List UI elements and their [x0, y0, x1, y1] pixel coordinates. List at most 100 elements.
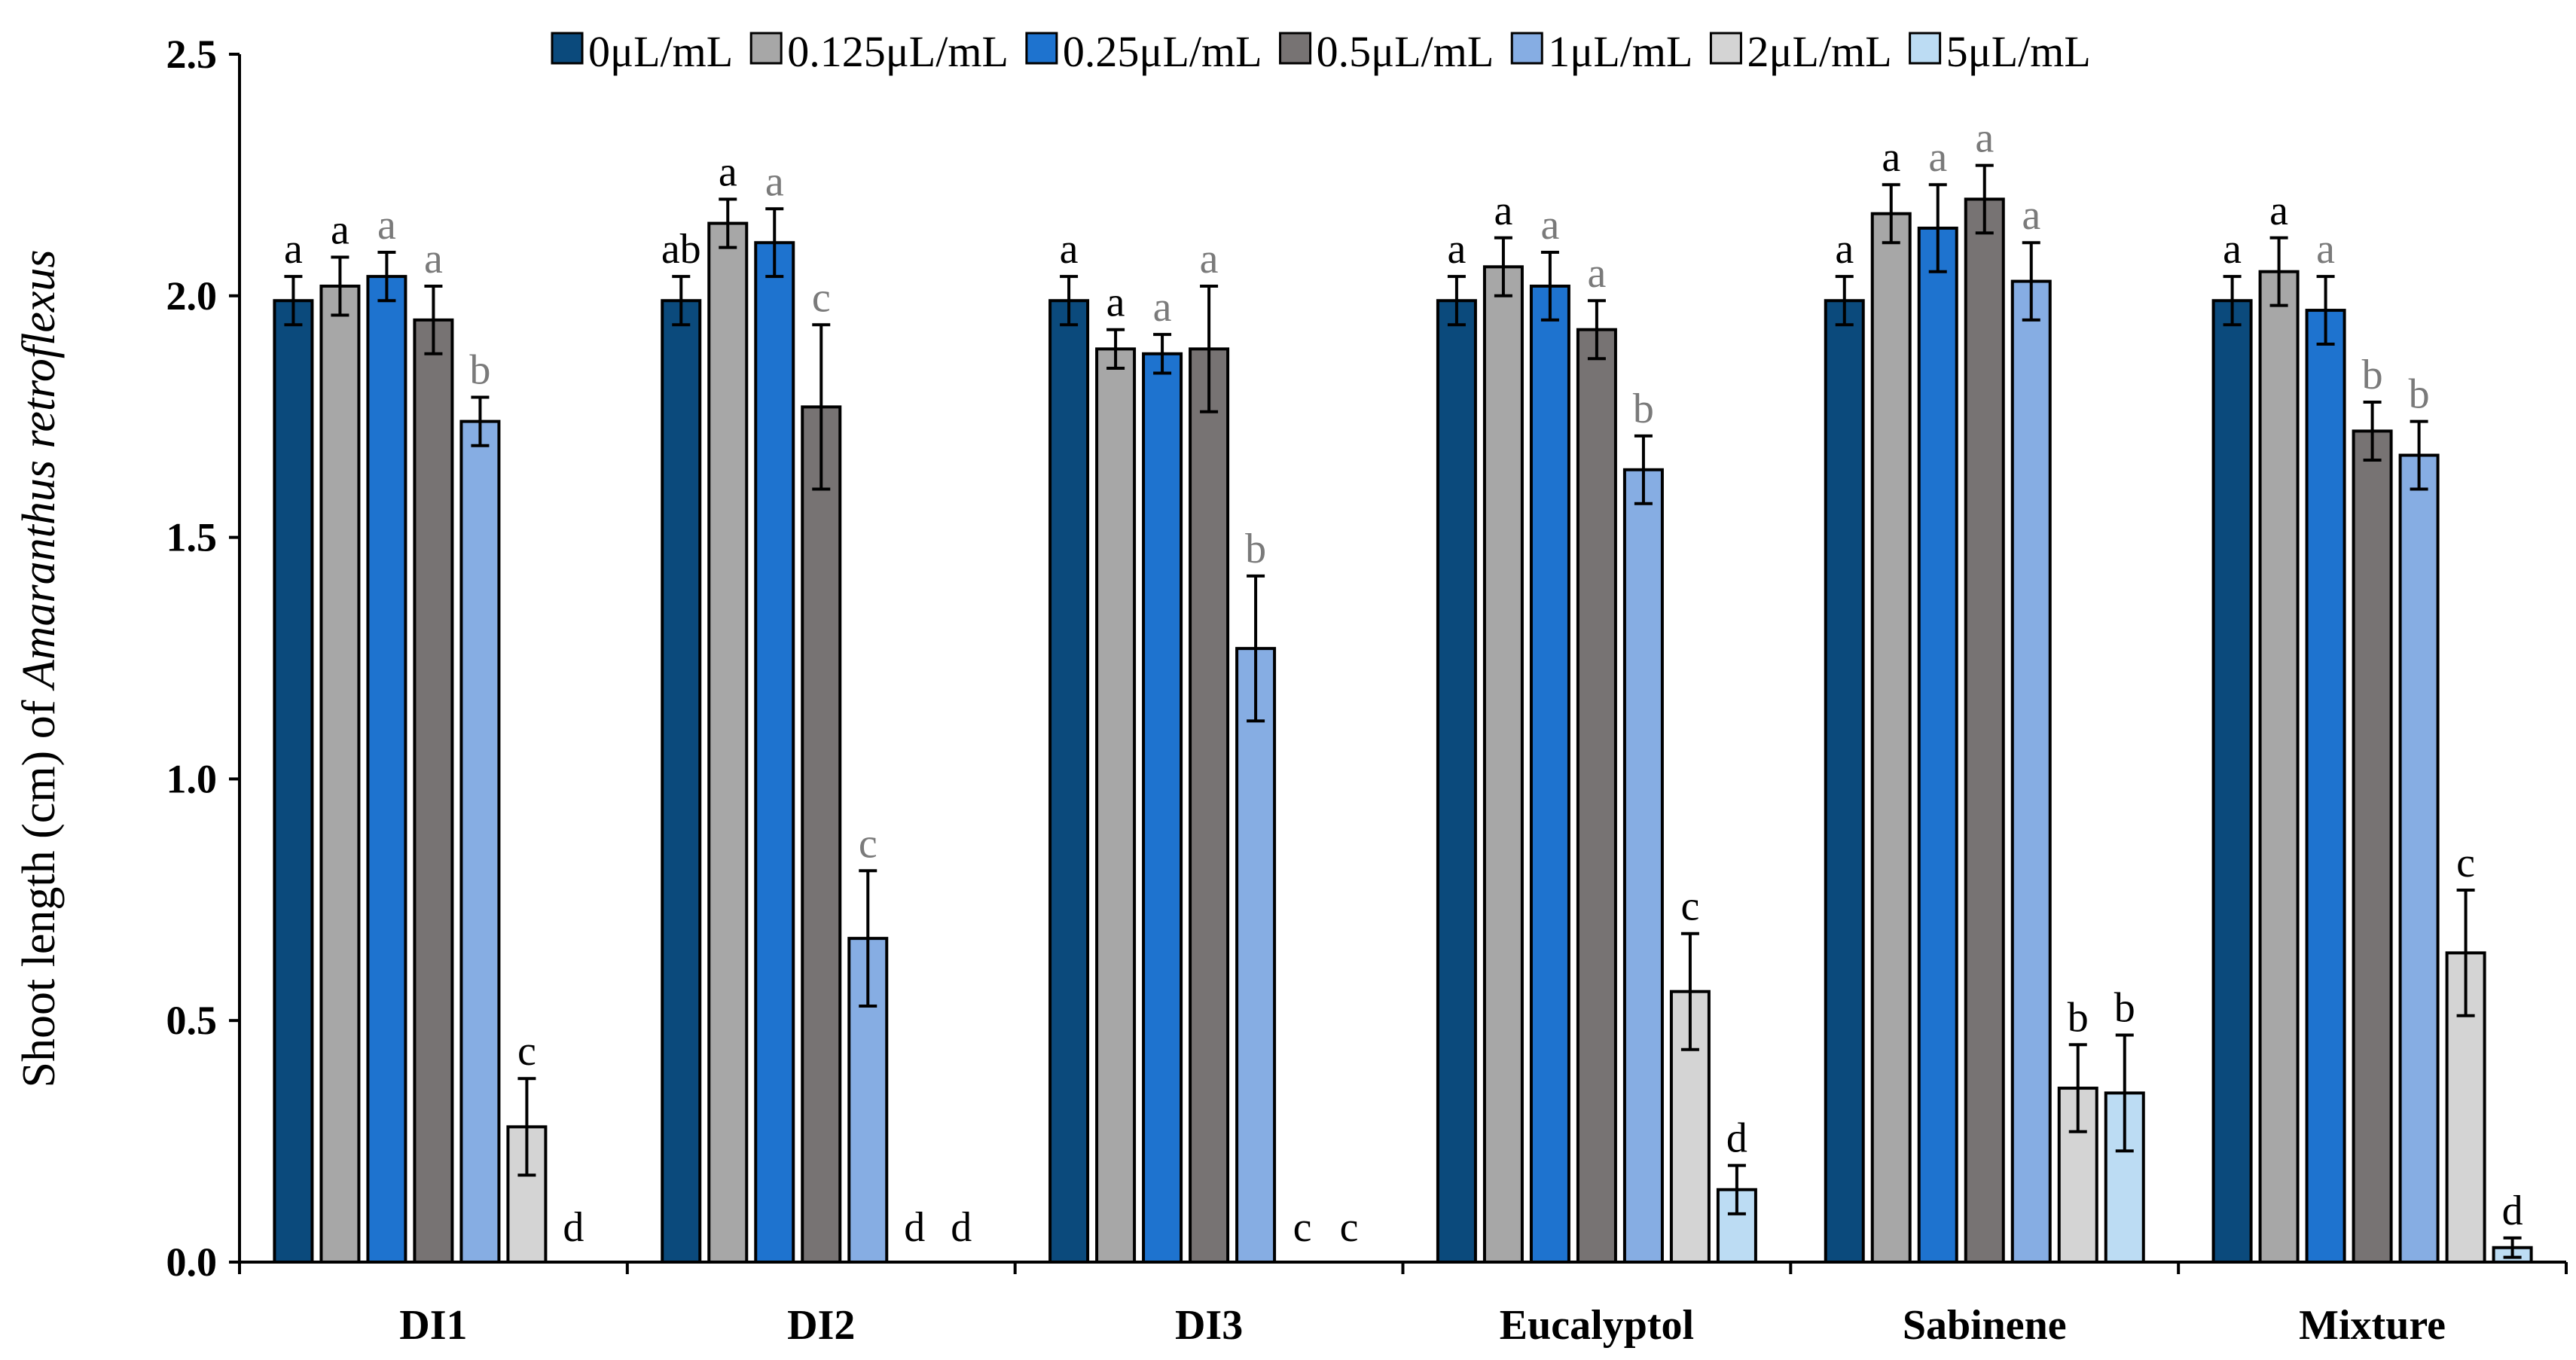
bar [1142, 352, 1183, 1264]
legend-swatch [1909, 32, 1942, 65]
bar [661, 299, 702, 1264]
significance-letter: a [719, 148, 737, 195]
bar [1622, 468, 1664, 1264]
bar [459, 419, 501, 1264]
bar [801, 405, 842, 1264]
legend-label: 0.5μL/mL [1317, 27, 1494, 76]
significance-letter: a [1200, 236, 1219, 282]
y-axis: 0.0 0.5 1.0 1.5 2.0 2.5 [166, 32, 241, 1285]
bar [2258, 270, 2300, 1264]
legend-swatch [1279, 32, 1312, 65]
bar [1436, 299, 1477, 1264]
significance-letter: ab [661, 226, 701, 273]
legend-label: 0.25μL/mL [1063, 27, 1262, 76]
x-tick-label: Eucalyptol [1500, 1302, 1694, 1349]
significance-letter: a [284, 226, 303, 273]
x-tick-label: Sabinene [1903, 1302, 2067, 1349]
significance-letter: b [2068, 994, 2089, 1041]
y-tick-label: 2.5 [166, 32, 218, 77]
significance-letter: c [1680, 883, 1699, 930]
significance-letter: a [1060, 226, 1079, 273]
bar [2010, 279, 2052, 1264]
bar [1095, 347, 1137, 1264]
significance-letter: a [1928, 134, 1947, 181]
legend-label: 2μL/mL [1747, 27, 1891, 76]
significance-letter: a [1447, 226, 1466, 273]
legend-swatch [1025, 32, 1058, 65]
y-axis-title-species: Amaranthus retroflexus [14, 249, 65, 691]
x-tick-label: Mixture [2299, 1302, 2446, 1349]
significance-letter: b [469, 347, 490, 394]
x-tick-label: DI1 [399, 1302, 467, 1349]
bar [1235, 647, 1277, 1264]
significance-letter: a [1882, 134, 1900, 181]
legend-label: 1μL/mL [1548, 27, 1692, 76]
significance-letter: a [2223, 226, 2242, 273]
y-tick-label: 1.5 [166, 515, 218, 560]
y-axis-title: Shoot length (cm) of Amaranthus retrofle… [14, 249, 65, 1087]
significance-letter: a [1106, 279, 1125, 326]
significance-letter: b [2362, 352, 2383, 398]
legend-swatch [551, 32, 584, 65]
significance-letter: a [424, 236, 443, 282]
bar [2211, 299, 2253, 1264]
bar [754, 241, 795, 1264]
significance-letter: a [377, 202, 396, 249]
significance-letter: b [2114, 984, 2135, 1031]
bar [1482, 265, 1524, 1264]
x-tick-label: DI3 [1175, 1302, 1243, 1349]
y-tick-label: 0.0 [166, 1240, 218, 1285]
bar [273, 299, 314, 1264]
legend-swatch [1709, 32, 1742, 65]
legend-label: 0.125μL/mL [787, 27, 1009, 76]
bar [707, 221, 749, 1264]
significance-letter: d [951, 1204, 972, 1251]
significance-letter: d [1726, 1115, 1747, 1162]
bar [2305, 309, 2346, 1264]
significance-letter: a [1153, 284, 1172, 331]
significance-letter: a [1835, 226, 1854, 273]
bar [413, 318, 454, 1264]
bar [1189, 347, 1230, 1264]
bar [2352, 429, 2393, 1264]
x-tick-label: DI2 [787, 1302, 855, 1349]
bar [1529, 284, 1570, 1264]
y-tick-label: 2.0 [166, 273, 218, 319]
significance-letter: d [904, 1204, 925, 1251]
significance-letter: c [1340, 1204, 1359, 1251]
legend-swatch [749, 32, 783, 65]
significance-letter: a [2316, 226, 2335, 273]
bar [2398, 453, 2440, 1264]
bar [1824, 299, 1865, 1264]
significance-letter: c [1293, 1204, 1312, 1251]
significance-letter: a [2269, 188, 2288, 234]
bar [319, 284, 361, 1264]
bar [1048, 299, 1090, 1264]
significance-letter: a [1540, 202, 1559, 249]
y-tick-label: 1.0 [166, 756, 218, 801]
legend-label: 5μL/mL [1946, 27, 2091, 76]
significance-letter: a [1494, 188, 1512, 234]
significance-letter: b [2409, 371, 2430, 418]
significance-letter: d [563, 1204, 584, 1251]
y-axis-title-prefix: Shoot length (cm) of [14, 688, 65, 1087]
significance-letter: c [2456, 840, 2475, 886]
bar [366, 275, 407, 1264]
significance-letter: c [859, 820, 877, 867]
y-tick-label: 0.5 [166, 998, 218, 1043]
legend: 0μL/mL 0.125μL/mL 0.25μL/mL 0.5μL/mL 1μL/mL 2… [551, 27, 2091, 76]
significance-letter: a [1975, 115, 1994, 162]
significance-letter: c [812, 274, 831, 321]
legend-label: 0μL/mL [588, 27, 733, 76]
significance-letter: d [2502, 1188, 2523, 1234]
x-axis: DI1 DI2 DI3 Eucalyptol Sabinene Mixture [238, 1261, 2568, 1349]
significance-letter: b [1245, 526, 1266, 572]
significance-letter: a [331, 206, 349, 253]
bar [1917, 226, 1958, 1264]
legend-swatch [1510, 32, 1543, 65]
significance-letter: a [765, 158, 784, 205]
significance-letter: a [2022, 192, 2040, 239]
bar [1964, 197, 2005, 1264]
bar [1870, 212, 1912, 1264]
